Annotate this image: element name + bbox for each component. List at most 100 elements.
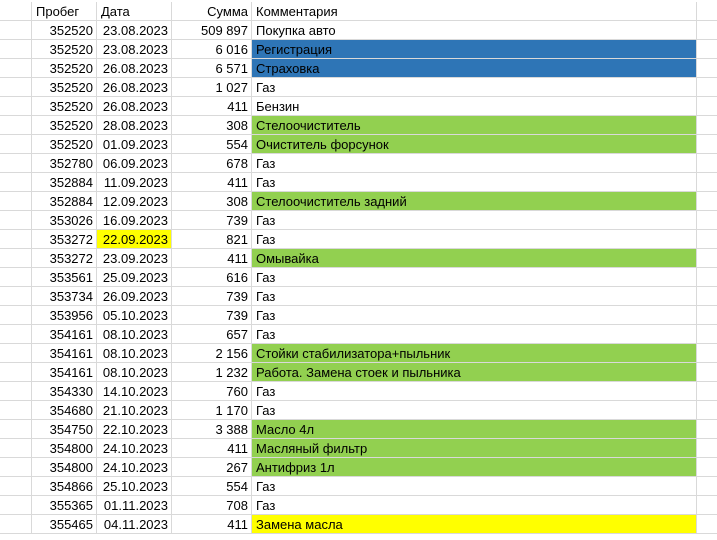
empty-cell[interactable] [697,515,717,534]
comment-cell[interactable]: Газ [252,477,697,496]
amount-cell[interactable]: 708 [172,496,252,515]
amount-cell[interactable]: 739 [172,211,252,230]
empty-cell[interactable] [697,477,717,496]
comment-cell[interactable]: Газ [252,382,697,401]
empty-cell[interactable] [0,230,32,249]
date-cell[interactable]: 26.09.2023 [97,287,172,306]
mileage-cell[interactable]: 354680 [32,401,97,420]
comment-cell[interactable]: Стелоочиститель задний [252,192,697,211]
date-cell[interactable]: 24.10.2023 [97,439,172,458]
comment-cell[interactable]: Газ [252,211,697,230]
mileage-cell[interactable]: 354800 [32,439,97,458]
empty-cell[interactable] [0,515,32,534]
date-cell[interactable]: 04.11.2023 [97,515,172,534]
comment-cell[interactable]: Работа. Замена стоек и пыльника [252,363,697,382]
empty-cell[interactable] [697,135,717,154]
empty-cell[interactable] [0,439,32,458]
empty-cell[interactable] [697,344,717,363]
mileage-cell[interactable]: 352520 [32,21,97,40]
amount-cell[interactable]: 411 [172,439,252,458]
comment-cell[interactable]: Очиститель форсунок [252,135,697,154]
empty-cell[interactable] [697,306,717,325]
empty-cell[interactable] [697,382,717,401]
empty-cell[interactable] [697,458,717,477]
empty-cell[interactable] [0,154,32,173]
empty-cell[interactable] [0,363,32,382]
mileage-cell[interactable]: 352884 [32,173,97,192]
comment-cell[interactable]: Газ [252,306,697,325]
empty-cell[interactable] [0,325,32,344]
mileage-cell[interactable]: 353561 [32,268,97,287]
date-cell[interactable]: 16.09.2023 [97,211,172,230]
empty-cell[interactable] [0,420,32,439]
mileage-cell[interactable]: 354161 [32,325,97,344]
mileage-cell[interactable]: 354800 [32,458,97,477]
mileage-cell[interactable]: 352520 [32,59,97,78]
amount-cell[interactable]: 616 [172,268,252,287]
empty-cell[interactable] [0,496,32,515]
date-cell[interactable]: 08.10.2023 [97,325,172,344]
mileage-cell[interactable]: 354161 [32,344,97,363]
empty-cell[interactable] [0,458,32,477]
empty-cell[interactable] [0,287,32,306]
date-cell[interactable]: 01.11.2023 [97,496,172,515]
empty-cell[interactable] [697,211,717,230]
empty-cell[interactable] [697,230,717,249]
date-cell[interactable]: 08.10.2023 [97,363,172,382]
empty-cell[interactable] [697,59,717,78]
comment-cell[interactable]: Бензин [252,97,697,116]
mileage-cell[interactable]: 353026 [32,211,97,230]
date-cell[interactable]: 12.09.2023 [97,192,172,211]
amount-cell[interactable]: 267 [172,458,252,477]
empty-cell[interactable] [0,21,32,40]
amount-cell[interactable]: 1 027 [172,78,252,97]
amount-cell[interactable]: 657 [172,325,252,344]
date-cell[interactable]: 05.10.2023 [97,306,172,325]
date-cell[interactable]: 24.10.2023 [97,458,172,477]
amount-cell[interactable]: 6 016 [172,40,252,59]
amount-cell[interactable]: 554 [172,135,252,154]
empty-cell[interactable] [697,287,717,306]
mileage-cell[interactable]: 352780 [32,154,97,173]
comment-cell[interactable]: Масляный фильтр [252,439,697,458]
empty-cell[interactable] [0,382,32,401]
comment-cell[interactable]: Газ [252,325,697,344]
amount-cell[interactable]: 760 [172,382,252,401]
date-cell[interactable]: 01.09.2023 [97,135,172,154]
comment-cell[interactable]: Замена масла [252,515,697,534]
comment-cell[interactable]: Страховка [252,59,697,78]
empty-cell[interactable] [0,306,32,325]
comment-cell[interactable]: Омывайка [252,249,697,268]
date-cell[interactable]: 25.10.2023 [97,477,172,496]
header-comment[interactable]: Комментария [252,2,697,21]
amount-cell[interactable]: 739 [172,287,252,306]
amount-cell[interactable]: 1 232 [172,363,252,382]
date-cell[interactable]: 26.08.2023 [97,97,172,116]
comment-cell[interactable]: Газ [252,154,697,173]
comment-cell[interactable]: Покупка авто [252,21,697,40]
empty-cell[interactable] [0,192,32,211]
empty-cell[interactable] [697,268,717,287]
mileage-cell[interactable]: 352884 [32,192,97,211]
date-cell[interactable]: 21.10.2023 [97,401,172,420]
empty-cell[interactable] [0,116,32,135]
mileage-cell[interactable]: 354866 [32,477,97,496]
amount-cell[interactable]: 821 [172,230,252,249]
empty-cell[interactable] [697,439,717,458]
comment-cell[interactable]: Масло 4л [252,420,697,439]
mileage-cell[interactable]: 352520 [32,40,97,59]
date-cell[interactable]: 06.09.2023 [97,154,172,173]
empty-cell[interactable] [697,173,717,192]
header-date[interactable]: Дата [97,2,172,21]
amount-cell[interactable]: 411 [172,173,252,192]
date-cell[interactable]: 14.10.2023 [97,382,172,401]
empty-cell[interactable] [697,97,717,116]
empty-cell[interactable] [0,344,32,363]
date-cell[interactable]: 11.09.2023 [97,173,172,192]
header-mileage[interactable]: Пробег [32,2,97,21]
comment-cell[interactable]: Газ [252,268,697,287]
comment-cell[interactable]: Стойки стабилизатора+пыльник [252,344,697,363]
mileage-cell[interactable]: 354330 [32,382,97,401]
amount-cell[interactable]: 411 [172,515,252,534]
empty-cell[interactable] [697,78,717,97]
